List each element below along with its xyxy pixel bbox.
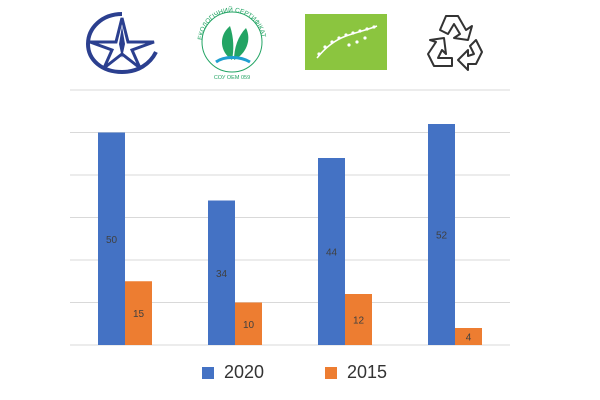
data-label-2020-1: 50 [106,235,118,246]
data-label-2015-1: 15 [133,309,145,320]
eco-certificate-code: СОУ OEM 059 [214,75,250,81]
bar-2015-3 [345,294,372,345]
bar-2020-1 [98,132,125,345]
data-label-2020-4: 52 [436,231,448,242]
data-label-2020-3: 44 [326,248,338,259]
data-label-2020-2: 34 [216,269,228,280]
legend-swatch-2020 [202,366,214,379]
data-label-2015-2: 10 [243,320,255,331]
legend-label-2020: 2020 [224,362,265,382]
eco-certificate-icon: ЕКОЛОГІЧНИЙ СЕРТИФІКАТ СОУ OEM 059 [190,2,275,82]
data-label-2015-4: 4 [466,333,472,344]
quality-mark-icon [82,8,162,78]
data-label-2015-3: 12 [353,316,365,327]
legend-item-2020: 2020 [202,362,264,383]
eu-organic-leaf-icon [305,14,387,70]
bar-2015-2 [235,302,262,345]
recycle-icon [422,10,492,74]
bar-2020-3 [318,158,345,345]
legend-item-2015: 2015 [325,362,387,383]
bar-2015-1 [125,281,152,345]
bar-2020-4 [428,124,455,345]
bar-2015-4 [455,328,482,345]
legend-swatch-2015 [325,366,337,379]
bar-2020-2 [208,200,235,345]
legend-label-2015: 2015 [347,362,388,382]
